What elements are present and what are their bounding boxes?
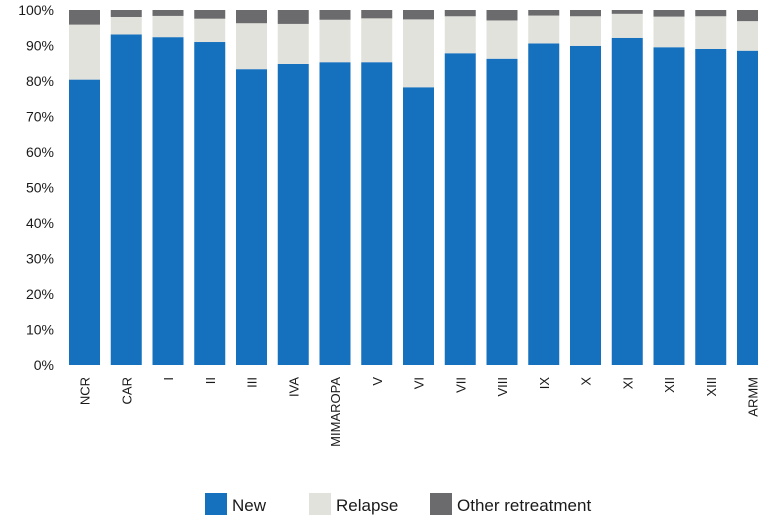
bar-new-xiii	[695, 48, 727, 365]
bar-new-iii	[236, 69, 267, 366]
bar-relapse-mimaropa	[319, 19, 351, 63]
legend-label-new: New	[232, 496, 267, 515]
bar-relapse-viii	[486, 20, 518, 59]
x-tick-label: CAR	[119, 377, 134, 404]
bar-relapse-ii	[194, 18, 226, 43]
y-axis: 0% 10% 20% 30% 40% 50% 60% 70% 80% 90% 100%	[18, 2, 54, 373]
legend-swatch-relapse	[309, 493, 331, 515]
y-tick-label: 30%	[26, 251, 54, 267]
bar-other-retreatment-xii	[653, 10, 685, 17]
bar-other-retreatment-armm	[737, 10, 758, 22]
bar-relapse-armm	[737, 21, 758, 51]
bar-new-mimaropa	[319, 62, 351, 366]
bar-other-retreatment-vi	[403, 10, 434, 20]
legend-label-relapse: Relapse	[336, 496, 398, 515]
bars	[69, 10, 758, 366]
y-tick-label: 90%	[26, 38, 54, 54]
x-tick-label: I	[161, 377, 176, 381]
bar-other-retreatment-iva	[277, 10, 309, 24]
x-tick-label: VII	[453, 377, 468, 393]
y-tick-label: 70%	[26, 109, 54, 125]
y-tick-label: 80%	[26, 73, 54, 89]
x-tick-label: XI	[620, 377, 635, 389]
legend-swatch-other-retreatment	[430, 493, 452, 515]
bar-new-ncr	[69, 79, 100, 365]
bar-relapse-xi	[611, 13, 643, 38]
bar-new-car	[110, 34, 142, 366]
bar-other-retreatment-v	[361, 10, 393, 19]
x-tick-label: VI	[412, 377, 427, 389]
x-tick-label: II	[203, 377, 218, 384]
y-tick-label: 40%	[26, 215, 54, 231]
bar-other-retreatment-ii	[194, 10, 226, 19]
legend: New Relapse Other retreatment	[205, 493, 591, 515]
x-axis: NCR CAR I II III IVA MIMAROPA V VI VII VIII IX X XI XI…	[78, 377, 758, 447]
bar-other-retreatment-car	[110, 10, 142, 17]
y-tick-label: 100%	[18, 2, 54, 18]
bar-other-retreatment-iii	[236, 10, 267, 24]
legend-swatch-new	[205, 493, 227, 515]
bar-other-retreatment-x	[570, 10, 601, 17]
y-tick-label: 60%	[26, 144, 54, 160]
bar-relapse-ix	[528, 15, 560, 44]
x-tick-label: X	[579, 377, 594, 386]
x-tick-label: VIII	[495, 377, 510, 397]
y-tick-label: 0%	[34, 357, 54, 373]
bar-new-xii	[653, 47, 685, 365]
bar-relapse-ncr	[69, 24, 100, 80]
bar-other-retreatment-xiii	[695, 10, 727, 17]
bar-new-viii	[486, 58, 518, 365]
bar-relapse-iva	[277, 23, 309, 64]
bar-relapse-xii	[653, 16, 685, 48]
bar-relapse-i	[152, 15, 184, 38]
x-tick-label: XIII	[704, 377, 719, 397]
bar-other-retreatment-xi	[611, 10, 643, 14]
bar-other-retreatment-mimaropa	[319, 10, 351, 20]
x-tick-label: NCR	[78, 377, 93, 405]
bar-other-retreatment-ix	[528, 10, 560, 16]
bar-other-retreatment-i	[152, 10, 184, 16]
bar-new-i	[152, 37, 184, 365]
bar-relapse-x	[570, 16, 601, 46]
x-tick-label: IX	[537, 377, 552, 390]
bar-new-armm	[737, 50, 758, 366]
bar-relapse-car	[110, 16, 142, 35]
bar-new-vi	[403, 87, 434, 365]
y-tick-label: 20%	[26, 286, 54, 302]
bar-other-retreatment-vii	[444, 10, 476, 17]
bar-relapse-vi	[403, 19, 434, 88]
x-tick-label: V	[370, 377, 385, 386]
bar-new-iva	[277, 63, 309, 366]
bar-relapse-v	[361, 18, 393, 63]
bar-relapse-vii	[444, 16, 476, 54]
bar-relapse-xiii	[695, 16, 727, 49]
bar-relapse-iii	[236, 23, 267, 70]
bar-other-retreatment-ncr	[69, 10, 100, 25]
bar-new-ii	[194, 42, 226, 366]
bar-new-xi	[611, 37, 643, 365]
bar-new-x	[570, 45, 601, 366]
x-tick-label: XII	[662, 377, 677, 393]
legend-label-other-retreatment: Other retreatment	[457, 496, 591, 515]
x-tick-label: IVA	[286, 377, 301, 397]
bar-other-retreatment-viii	[486, 10, 518, 21]
x-tick-label: ARMM	[746, 377, 758, 417]
x-tick-label: MIMAROPA	[328, 377, 343, 447]
bar-new-v	[361, 62, 393, 366]
y-tick-label: 50%	[26, 180, 54, 196]
x-tick-label: III	[245, 377, 260, 388]
bar-new-ix	[528, 43, 560, 365]
bar-new-vii	[444, 53, 476, 366]
y-tick-label: 10%	[26, 322, 54, 338]
